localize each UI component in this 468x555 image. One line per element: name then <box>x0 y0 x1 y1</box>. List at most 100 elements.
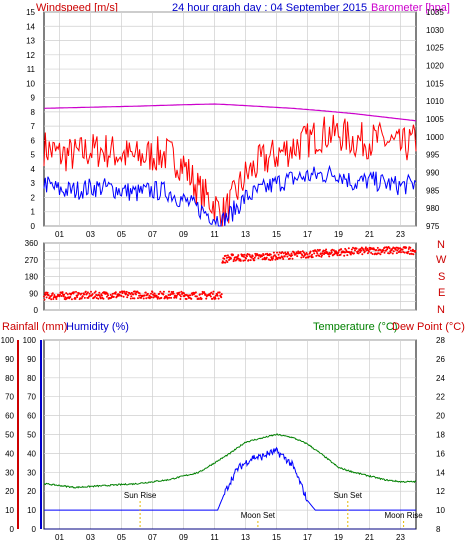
wind-direction-point <box>301 254 304 257</box>
barometer-tick-label: 1005 <box>426 115 444 124</box>
wind-direction-point <box>272 251 275 254</box>
wind-direction-point <box>359 248 362 250</box>
humidity-tick-label: 90 <box>27 355 36 364</box>
wind-direction-point <box>246 255 248 258</box>
wind-direction-point <box>374 252 377 255</box>
barometer-tick-label: 995 <box>426 151 440 160</box>
wind-direction-point <box>414 249 417 252</box>
wind-direction-point <box>130 295 133 298</box>
wind-direction-point <box>322 249 325 252</box>
wind-direction-point <box>236 257 239 260</box>
wind-x-tick-label: 03 <box>86 230 95 239</box>
wind-direction-point <box>375 249 378 251</box>
humidity-tick-label: 80 <box>27 374 36 383</box>
wind-direction-point <box>350 248 353 251</box>
humidity-tick-label: 10 <box>27 506 36 515</box>
wind-direction-point <box>48 296 51 299</box>
wind-direction-point <box>354 249 356 252</box>
wind-direction-point <box>288 257 291 260</box>
wind-direction-point <box>299 250 302 253</box>
wind-direction-point <box>180 290 183 293</box>
wind-direction-point <box>195 295 198 298</box>
wind-direction-point <box>253 259 256 262</box>
wind-direction-point <box>277 253 280 256</box>
climate-series-group <box>43 433 417 530</box>
wind-direction-point <box>198 298 200 300</box>
wind-direction-point <box>99 297 102 300</box>
windspeed-tick-label: 11 <box>27 65 36 74</box>
direction-tick-label: 90 <box>29 289 38 298</box>
wind-direction-point <box>224 261 227 264</box>
wind-direction-point <box>242 255 245 258</box>
wind-direction-point <box>281 251 284 254</box>
wind-direction-point <box>225 256 228 259</box>
wind-direction-point <box>269 253 272 256</box>
wind-direction-point <box>70 298 73 301</box>
dew-point-axis-title: Dew Point (°C) <box>392 321 465 333</box>
wind-direction-point <box>246 253 249 255</box>
wind-direction-point <box>409 249 412 252</box>
wind-direction-point <box>129 293 132 295</box>
wind-direction-point <box>346 254 349 257</box>
wind-direction-point <box>247 259 250 262</box>
wind-direction-point <box>79 297 82 300</box>
wind-direction-point <box>383 251 386 254</box>
wind-direction-point <box>138 294 141 297</box>
graph-title: 24 hour graph day : 04 September 2015 <box>172 2 367 14</box>
wind-direction-point <box>400 251 402 254</box>
wind-direction-point <box>135 293 137 296</box>
wind-direction-point <box>51 292 54 295</box>
wind-direction-point <box>216 294 219 297</box>
climate-x-tick-label: 13 <box>241 533 250 542</box>
wind-direction-point <box>278 251 281 254</box>
wind-direction-point <box>157 296 160 299</box>
wind-direction-point <box>50 298 53 301</box>
wind-direction-point <box>357 252 360 255</box>
wind-direction-point <box>62 295 65 298</box>
wind-direction-point <box>315 254 318 257</box>
wind-direction-point <box>46 291 49 294</box>
wind-direction-point <box>388 252 391 255</box>
wind-direction-point <box>379 253 382 256</box>
humidity-tick-label: 30 <box>27 468 36 477</box>
wind-direction-point <box>83 293 86 296</box>
wind-direction-point <box>74 297 77 300</box>
wind-direction-point <box>405 246 408 249</box>
wind-direction-point <box>287 252 290 255</box>
temperature-tick-label: 18 <box>436 431 445 440</box>
wind-direction-point <box>143 294 146 297</box>
climate-x-tick-label: 07 <box>148 533 157 542</box>
wind-direction-point <box>265 256 268 259</box>
wind-direction-point <box>150 296 153 299</box>
wind-direction-point <box>150 292 152 295</box>
windspeed-tick-label: 10 <box>26 79 35 88</box>
wind-direction-point <box>290 252 293 255</box>
wind-direction-point <box>118 293 121 296</box>
temperature-tick-label: 22 <box>436 393 445 402</box>
wind-direction-point <box>392 250 395 253</box>
wind-direction-point <box>291 254 293 257</box>
barometer-tick-label: 1010 <box>426 97 444 106</box>
wind-direction-point <box>172 290 175 293</box>
wind-direction-point <box>282 252 285 255</box>
climate-x-tick-label: 21 <box>365 533 374 542</box>
wind-direction-point <box>167 294 170 296</box>
wind-direction-point <box>114 291 117 294</box>
rainfall-tick-label: 20 <box>5 487 14 496</box>
wind-direction-point <box>284 251 287 254</box>
wind-direction-point <box>297 250 300 253</box>
rainfall-tick-label: 60 <box>5 412 14 421</box>
humidity-line <box>44 446 416 511</box>
wind-direction-point <box>305 252 308 254</box>
wind-direction-point <box>308 255 311 258</box>
wind-direction-point <box>159 290 162 293</box>
wind-direction-point <box>131 297 134 300</box>
direction-tick-label: 360 <box>25 239 39 248</box>
wind-direction-point <box>102 297 105 300</box>
wind-direction-point <box>406 252 409 255</box>
wind-direction-point <box>403 251 406 254</box>
wind-direction-point <box>185 298 188 300</box>
climate-x-tick-label: 23 <box>396 533 405 542</box>
windspeed-tick-label: 15 <box>26 8 35 17</box>
wind-direction-point <box>291 257 294 260</box>
